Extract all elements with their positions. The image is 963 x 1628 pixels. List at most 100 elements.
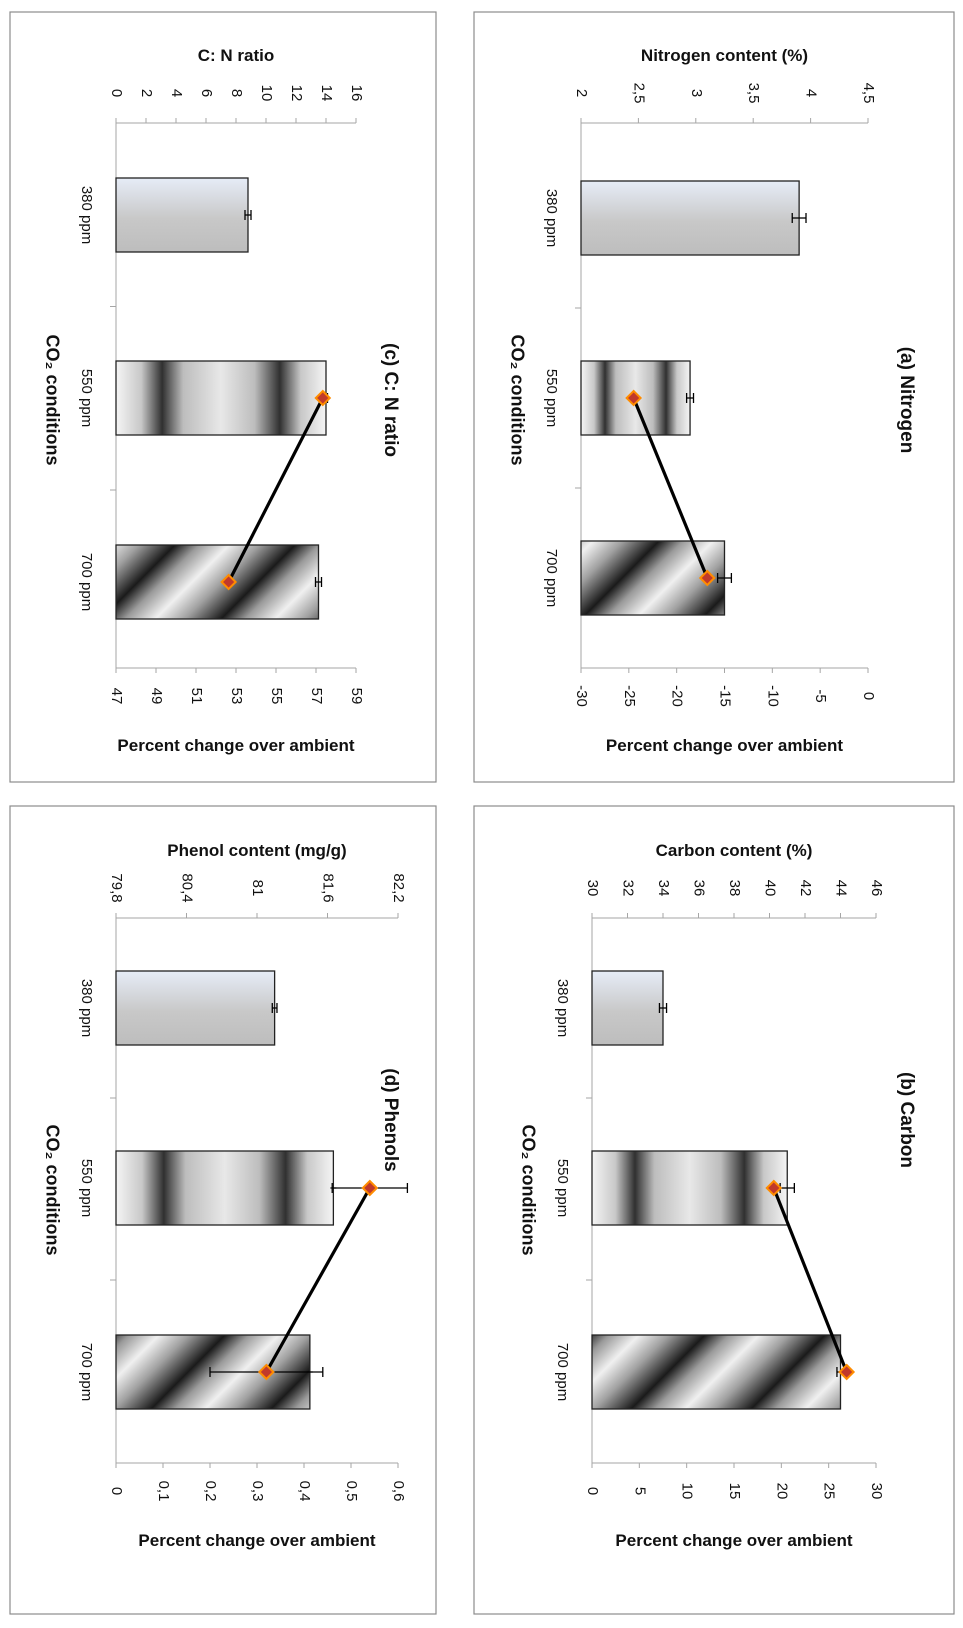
bar-550-ppm xyxy=(115,360,327,436)
category-label: 700 ppm xyxy=(78,553,95,611)
secondary-tick-label: 0,6 xyxy=(390,1481,407,1502)
category-label: 380 ppm xyxy=(543,189,560,247)
percent-change-marker xyxy=(361,1179,379,1197)
panel-title: (d) Phenols xyxy=(380,1068,401,1171)
secondary-axis-title: Percent change over ambient xyxy=(117,736,354,755)
primary-tick-label: 16 xyxy=(348,85,365,102)
percent-change-line xyxy=(265,1187,372,1373)
secondary-tick-label: 15 xyxy=(726,1483,743,1500)
secondary-tick-label: 0,2 xyxy=(202,1481,219,1502)
secondary-tick-label: 49 xyxy=(148,688,165,705)
secondary-tick-label: -5 xyxy=(812,689,829,702)
category-label: 380 ppm xyxy=(78,186,95,244)
bar-700-ppm xyxy=(591,1334,842,1410)
panel-frame xyxy=(9,11,437,783)
primary-tick-label: 3 xyxy=(688,89,705,97)
secondary-tick-label: -25 xyxy=(621,685,638,707)
panel-1: 2 2,5 3 3,5 4 4,5 Nitrogen content (%) -30 -25 -2… xyxy=(473,11,955,783)
secondary-tick-label: 0,3 xyxy=(249,1481,266,1502)
percent-change-marker xyxy=(257,1363,275,1381)
primary-tick-label: 36 xyxy=(691,880,708,897)
percent-change-marker xyxy=(314,389,332,407)
secondary-tick-label: 0,4 xyxy=(296,1481,313,1502)
primary-tick-label: 10 xyxy=(258,85,275,102)
primary-tick-label: 82,2 xyxy=(390,873,407,902)
secondary-tick-label: -20 xyxy=(669,685,686,707)
category-label: 700 ppm xyxy=(554,1343,571,1401)
secondary-tick-label: 0,5 xyxy=(343,1481,360,1502)
primary-tick-label: 46 xyxy=(868,880,885,897)
primary-tick-label: 42 xyxy=(797,880,814,897)
primary-tick-label: 12 xyxy=(288,85,305,102)
bar-380-ppm xyxy=(580,180,800,256)
secondary-tick-label: 55 xyxy=(268,688,285,705)
panel-frame xyxy=(9,805,437,1615)
category-label: 700 ppm xyxy=(543,549,560,607)
category-label: 550 ppm xyxy=(554,1159,571,1217)
secondary-tick-label: -10 xyxy=(764,685,781,707)
condition-axis-title: CO₂ conditions xyxy=(42,1125,62,1256)
primary-tick-label: 30 xyxy=(584,880,601,897)
primary-tick-label: 4 xyxy=(803,89,820,97)
secondary-tick-label: 53 xyxy=(228,688,245,705)
category-label: 380 ppm xyxy=(78,979,95,1037)
percent-change-line xyxy=(227,397,325,583)
bar-380-ppm xyxy=(115,177,249,253)
percent-change-line xyxy=(772,1187,849,1373)
secondary-tick-label: -15 xyxy=(717,685,734,707)
secondary-tick-label: 0 xyxy=(860,692,877,700)
primary-tick-label: 81 xyxy=(249,880,266,897)
percent-change-marker xyxy=(838,1363,856,1381)
primary-tick-label: 79,8 xyxy=(108,873,125,902)
category-label: 380 ppm xyxy=(554,979,571,1037)
primary-axis-title: C: N ratio xyxy=(198,46,275,65)
secondary-tick-label: 59 xyxy=(348,688,365,705)
panel-3: 0 2 4 6 8 10 12 14 16 C: N ratio 47 49 51 53 55 57 59 Per… xyxy=(9,11,437,783)
panel-title: (c) C: N ratio xyxy=(380,343,401,457)
primary-tick-label: 38 xyxy=(726,880,743,897)
panel-frame xyxy=(473,11,955,783)
bar-550-ppm xyxy=(115,1150,335,1226)
percent-change-marker xyxy=(220,573,238,591)
primary-tick-label: 44 xyxy=(833,880,850,897)
primary-tick-label: 2 xyxy=(573,89,590,97)
secondary-tick-label: 30 xyxy=(868,1483,885,1500)
category-label: 550 ppm xyxy=(78,369,95,427)
primary-tick-label: 14 xyxy=(318,85,335,102)
primary-axis-title: Carbon content (%) xyxy=(656,841,813,860)
secondary-tick-label: 20 xyxy=(773,1483,790,1500)
primary-axis-title: Phenol content (mg/g) xyxy=(167,841,346,860)
panel-title: (b) Carbon xyxy=(896,1072,917,1168)
secondary-tick-label: 47 xyxy=(108,688,125,705)
primary-tick-label: 4 xyxy=(168,89,185,97)
bar-550-ppm xyxy=(591,1150,788,1226)
percent-change-marker xyxy=(625,389,643,407)
primary-tick-label: 81,6 xyxy=(320,873,337,902)
panel-2: 30 32 34 36 38 40 42 44 46 Carbon content (%) 0 5 10… xyxy=(473,805,955,1615)
condition-axis-title: CO₂ conditions xyxy=(42,335,62,466)
condition-axis-title: CO₂ conditions xyxy=(507,335,527,466)
primary-tick-label: 2,5 xyxy=(630,83,647,104)
primary-axis-title: Nitrogen content (%) xyxy=(641,46,808,65)
secondary-tick-label: -30 xyxy=(573,685,590,707)
secondary-tick-label: 10 xyxy=(679,1483,696,1500)
percent-change-marker xyxy=(698,569,716,587)
condition-axis-title: CO₂ conditions xyxy=(518,1125,538,1256)
secondary-axis-title: Percent change over ambient xyxy=(606,736,843,755)
primary-tick-label: 3,5 xyxy=(745,83,762,104)
bar-700-ppm xyxy=(115,544,320,620)
category-label: 700 ppm xyxy=(78,1343,95,1401)
panel-frame xyxy=(473,805,955,1615)
primary-tick-label: 34 xyxy=(655,880,672,897)
secondary-axis-title: Percent change over ambient xyxy=(615,1531,852,1550)
category-label: 550 ppm xyxy=(78,1159,95,1217)
bar-380-ppm xyxy=(115,970,276,1046)
bar-380-ppm xyxy=(591,970,664,1046)
primary-tick-label: 80,4 xyxy=(179,873,196,902)
primary-tick-label: 0 xyxy=(108,89,125,97)
percent-change-marker xyxy=(765,1179,783,1197)
primary-tick-label: 2 xyxy=(138,89,155,97)
panel-4: 79,8 80,4 81 81,6 82,2 Phenol content (mg/g) 0… xyxy=(9,805,437,1615)
